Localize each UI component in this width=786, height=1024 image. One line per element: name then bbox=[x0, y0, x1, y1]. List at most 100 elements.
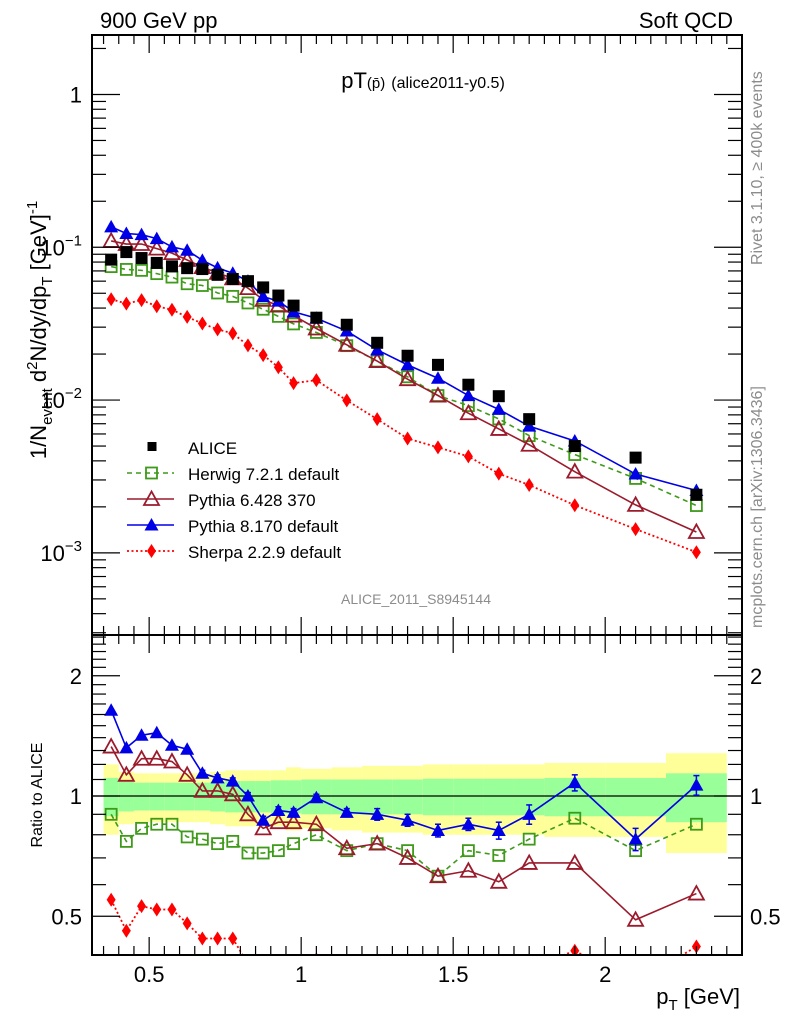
ratio-point-pythia6 bbox=[368, 834, 387, 851]
main-point-pythia6 bbox=[459, 403, 478, 421]
ratio-point-pythia8 bbox=[210, 770, 225, 784]
legend-label: ALICE bbox=[188, 439, 237, 458]
ratio-point-pythia6 bbox=[459, 861, 478, 878]
ratio-point-herwig bbox=[401, 844, 414, 858]
ratio-point-pythia8 bbox=[491, 823, 506, 836]
main-point-alice bbox=[462, 378, 475, 391]
legend-marker-pythia8 bbox=[144, 518, 159, 531]
ratio-point-herwig bbox=[256, 846, 270, 860]
main-point-pythia8 bbox=[180, 243, 195, 256]
main-point-herwig bbox=[135, 263, 148, 277]
main-point-alice bbox=[211, 268, 224, 281]
legend-marker-sherpa bbox=[147, 544, 156, 558]
ratio-point-sherpa bbox=[403, 1004, 412, 1018]
band-inner-bin bbox=[255, 781, 271, 813]
ratio-point-pythia6 bbox=[147, 749, 166, 766]
title-particle: (p̄) bbox=[367, 75, 385, 92]
main-point-sherpa bbox=[289, 376, 299, 391]
ratio-point-sherpa bbox=[274, 976, 283, 990]
main-point-sherpa bbox=[152, 299, 162, 314]
ratio-point-sherpa bbox=[228, 931, 238, 946]
ratio-point-herwig bbox=[135, 821, 148, 835]
ratio-point-herwig bbox=[522, 832, 536, 846]
ratio-point-pythia6 bbox=[626, 910, 645, 927]
main-point-alice bbox=[120, 246, 133, 259]
main-point-sherpa bbox=[137, 293, 147, 308]
main-point-pythia6 bbox=[368, 351, 387, 368]
main-point-sherpa bbox=[691, 545, 701, 560]
y-tick-label: 10−1 bbox=[40, 232, 82, 260]
main-point-pythia6 bbox=[626, 495, 645, 512]
ratio-point-pythia6 bbox=[117, 765, 136, 782]
ratio-point-pythia6 bbox=[398, 848, 417, 865]
ratio-point-pythia8 bbox=[567, 775, 582, 789]
ratio-point-pythia6 bbox=[178, 765, 197, 782]
main-point-herwig bbox=[287, 317, 300, 331]
main-point-pythia6 bbox=[132, 234, 151, 251]
main-point-sherpa bbox=[258, 348, 268, 363]
main-point-alice bbox=[257, 281, 270, 294]
ratio-point-pythia8 bbox=[164, 738, 179, 751]
main-point-herwig bbox=[689, 499, 703, 512]
ratio-point-pythia8 bbox=[271, 803, 286, 817]
main-point-herwig bbox=[256, 302, 270, 316]
main-line-sherpa bbox=[110, 298, 697, 554]
main-point-alice bbox=[568, 440, 581, 453]
main-point-sherpa bbox=[463, 449, 473, 464]
main-point-pythia8 bbox=[119, 226, 134, 240]
main-point-sherpa bbox=[273, 360, 283, 375]
ratio-point-sherpa bbox=[342, 987, 351, 1001]
ratio-plot-series bbox=[102, 703, 706, 1018]
ratio-point-pythia6 bbox=[337, 838, 356, 856]
ratio-point-pythia8 bbox=[134, 728, 149, 741]
ratio-point-pythia6 bbox=[687, 884, 706, 901]
header-left: 900 GeV pp bbox=[100, 8, 217, 33]
ratio-point-pythia8 bbox=[400, 813, 415, 826]
main-point-alice bbox=[340, 318, 353, 331]
ratio-point-pythia8 bbox=[689, 778, 704, 791]
main-point-pythia6 bbox=[102, 231, 121, 248]
x-axis-label: pT [GeV] bbox=[656, 984, 740, 1014]
ratio-point-pythia8 bbox=[180, 742, 195, 755]
main-point-sherpa bbox=[213, 322, 223, 337]
x-tick-label: 1.5 bbox=[438, 962, 469, 987]
legend-label: Sherpa 2.2.9 default bbox=[188, 543, 341, 562]
ratio-point-herwig bbox=[287, 837, 300, 851]
main-point-pythia8 bbox=[195, 253, 210, 266]
ratio-line-pythia6 bbox=[110, 746, 697, 921]
ratio-point-herwig bbox=[689, 817, 703, 831]
chart-title: pT(p̄) (alice2011-y0.5) bbox=[341, 68, 505, 93]
main-point-alice bbox=[150, 256, 163, 269]
ratio-uncertainty-bands bbox=[103, 753, 727, 854]
main-point-sherpa bbox=[372, 412, 382, 427]
main-point-pythia6 bbox=[520, 435, 539, 452]
band-inner-bin bbox=[453, 778, 484, 816]
main-point-herwig bbox=[195, 279, 209, 292]
ratio-point-pythia6 bbox=[132, 749, 151, 766]
ratio-point-sherpa bbox=[289, 992, 298, 1006]
main-point-pythia6 bbox=[238, 278, 257, 296]
main-point-alice bbox=[523, 413, 536, 426]
ratio-y-axis-label: Ratio to ALICE bbox=[29, 743, 46, 848]
ratio-point-herwig bbox=[492, 849, 506, 862]
main-point-alice bbox=[431, 358, 444, 371]
band-inner-bin bbox=[103, 777, 119, 817]
ratio-point-herwig bbox=[309, 828, 323, 842]
ratio-point-pythia8 bbox=[195, 766, 210, 779]
ratio-point-pythia6 bbox=[162, 752, 181, 769]
ratio-point-herwig bbox=[211, 837, 224, 851]
ratio-frame bbox=[91, 634, 743, 956]
ratio-point-herwig bbox=[461, 844, 475, 858]
ratio-point-pythia6 bbox=[520, 853, 539, 870]
main-plot-series bbox=[102, 219, 706, 560]
main-point-sherpa bbox=[167, 302, 177, 317]
ratio-point-sherpa bbox=[631, 976, 640, 990]
band-inner-bin bbox=[225, 781, 241, 813]
ratio-point-sherpa bbox=[197, 931, 207, 946]
main-point-herwig bbox=[211, 286, 224, 300]
ratio-y-tick-label-left: 2 bbox=[70, 664, 82, 689]
header-right: Soft QCD bbox=[639, 8, 733, 33]
ratio-point-herwig bbox=[568, 811, 582, 825]
main-point-herwig bbox=[119, 263, 133, 276]
